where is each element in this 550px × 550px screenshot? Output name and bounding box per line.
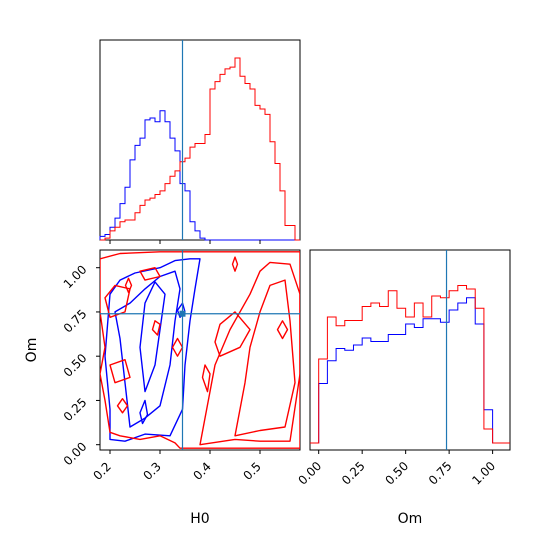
- x-axis-label-h0: H0: [190, 511, 209, 527]
- h0-histogram-series-0: [99, 110, 300, 241]
- h0-histogram-panel: [99, 39, 301, 244]
- h0-xtick-label-1: 0.3: [140, 459, 163, 482]
- contour-series-1-level-5: [109, 359, 131, 384]
- contour-truth-marker: [179, 310, 186, 317]
- om-ytick-label-0: 0.00: [61, 439, 90, 468]
- contour-series-1-level-10: [139, 267, 161, 281]
- contour-series-1-level-0: [100, 251, 300, 449]
- om-ytick-label-3: 0.75: [61, 307, 90, 336]
- contour-series-1-level-6: [151, 320, 161, 336]
- contour-frame: [99, 249, 301, 451]
- om-ytick-label-4: 1.00: [61, 262, 90, 291]
- contour-series-1-level-13: [231, 256, 239, 272]
- contour-series-1-level-1: [199, 261, 300, 446]
- contour-series-1-level-11: [276, 320, 289, 340]
- om-ytick-label-1: 0.25: [61, 395, 90, 424]
- h0-xtick-label-0: 0.2: [90, 459, 113, 482]
- om-xtick-label-2: 0.50: [382, 459, 411, 488]
- contour-series-1-level-12: [124, 277, 133, 294]
- om-ytick-label-2: 0.50: [61, 351, 90, 380]
- om-xtick-label-4: 1.00: [469, 459, 498, 488]
- h0-om-contour-panel: 0.2 0.3 0.4 0.5 0.00 0.25 0.50 0.75 1.00: [61, 249, 301, 483]
- contour-series-1-level-4: [104, 284, 131, 318]
- om-histogram-panel: 0.00 0.25 0.50 0.75 1.00: [295, 249, 511, 488]
- om-xtick-label-1: 0.25: [339, 459, 368, 488]
- h0-histogram-frame: [99, 39, 301, 241]
- om-xtick-label-3: 0.75: [426, 459, 455, 488]
- contour-series-1-level-9: [116, 398, 129, 414]
- om-xtick-label-0: 0.00: [295, 459, 324, 488]
- contour-series-1-level-8: [201, 364, 211, 393]
- h0-histogram-series-1: [100, 57, 300, 241]
- contour-series-0-level-3: [139, 399, 149, 425]
- contour-series-0-level-2: [139, 281, 166, 393]
- h0-xtick-label-2: 0.4: [190, 459, 213, 482]
- contour-lines: [100, 251, 300, 449]
- contour-series-1-level-7: [171, 337, 184, 357]
- contour-series-0-level-1: [114, 270, 181, 428]
- h0-xtick-label-3: 0.5: [240, 459, 263, 482]
- contour-series-1-level-2: [234, 279, 296, 437]
- om-histogram-series-1: [310, 285, 510, 444]
- contour-series-0-level-0: [104, 258, 201, 442]
- contour-series-1-level-3: [214, 311, 251, 357]
- x-axis-label-om: Om: [398, 511, 423, 527]
- om-histogram-series-0: [310, 297, 510, 444]
- y-axis-label-om: Om: [24, 338, 40, 363]
- om-histogram-frame: [309, 249, 511, 451]
